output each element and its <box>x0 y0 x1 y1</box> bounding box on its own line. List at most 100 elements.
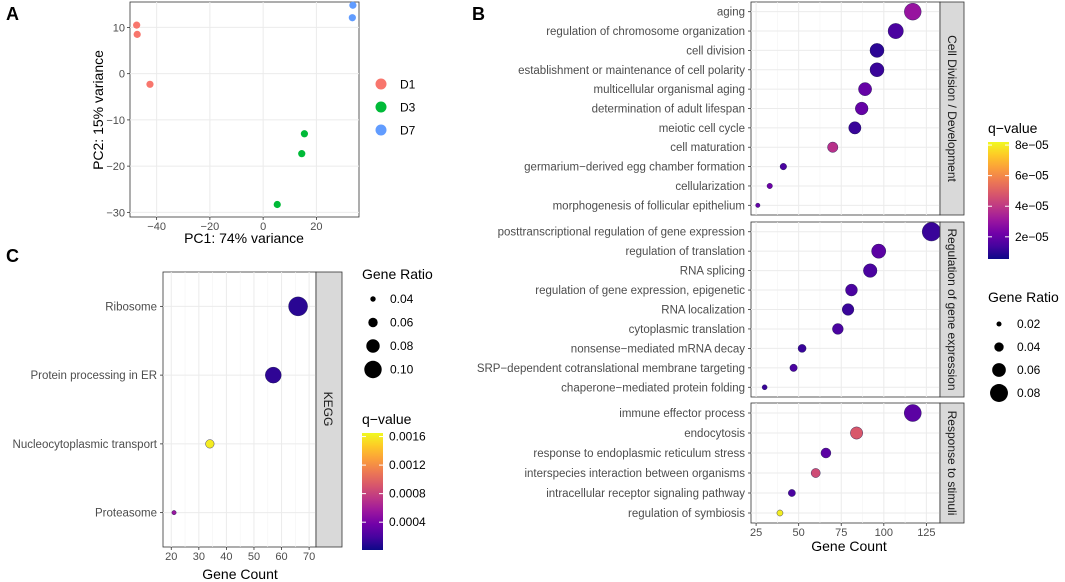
kegg-strip <box>315 271 343 548</box>
kegg-x-tick-label: 40 <box>220 551 232 563</box>
go-qvalue-tick-label: 4e−05 <box>1015 199 1049 213</box>
go-term-label: SRP−dependent cotranslational membrane t… <box>477 363 745 375</box>
go-term-point <box>869 62 885 78</box>
go-facet-strip-label: Cell Division / Development <box>945 35 959 182</box>
kegg-term-point <box>288 296 308 317</box>
go-qvalue-legend-title: q−value <box>988 120 1038 136</box>
go-term-point <box>779 163 787 171</box>
kegg-enrichment-plot: 20 30 40 50 60 70 Ribosome Protein processing i… <box>13 266 433 582</box>
go-term-point <box>869 43 885 58</box>
go-term-label: cell maturation <box>670 142 745 154</box>
pca-point-d1 <box>146 80 154 88</box>
go-term-point <box>922 222 941 242</box>
kegg-term-label: Nucleocytoplasmic transport <box>13 439 158 451</box>
go-term-label: cytoplasmic translation <box>629 324 745 336</box>
pca-y-tick-label: 0 <box>119 69 125 81</box>
go-generatio-key <box>990 384 1008 402</box>
pca-gridlines <box>130 2 359 217</box>
go-term-label: meiotic cell cycle <box>659 123 745 135</box>
kegg-qvalue-legend-title: q−value <box>362 411 412 427</box>
go-term-point <box>789 363 798 372</box>
go-x-tick-label: 50 <box>793 527 805 539</box>
go-term-label: aging <box>717 7 745 19</box>
go-generatio-key <box>996 321 1002 327</box>
go-generatio-label: 0.08 <box>1017 386 1041 400</box>
go-term-point <box>887 23 904 39</box>
kegg-term-label: Proteasome <box>95 508 157 520</box>
pca-y-tick-label: −20 <box>106 161 125 173</box>
kegg-ticks: 20 30 40 50 60 70 Ribosome Protein processing i… <box>13 301 316 563</box>
kegg-generatio-label: 0.08 <box>390 339 414 353</box>
go-x-tick-label: 125 <box>917 527 935 539</box>
go-term-label: cell division <box>686 45 745 57</box>
go-term-label: chaperone−mediated protein folding <box>561 382 745 394</box>
go-term-label: establishment or maintenance of cell pol… <box>518 65 745 77</box>
pca-x-tick-label: 20 <box>310 221 322 233</box>
go-facet-1: aging regulation of chromosome organizati… <box>518 1 965 216</box>
go-generatio-key <box>994 342 1004 352</box>
go-term-point <box>845 283 858 297</box>
pca-point-d1 <box>133 21 141 29</box>
pca-point-d3 <box>300 130 309 138</box>
go-facets: aging regulation of chromosome organizati… <box>477 1 965 524</box>
kegg-strip-label: KEGG <box>321 392 335 427</box>
kegg-term-point <box>171 510 177 516</box>
kegg-qvalue-colorbar <box>362 433 383 550</box>
go-term-point <box>820 447 832 459</box>
go-term-point <box>755 202 761 208</box>
go-term-point <box>904 3 922 21</box>
go-facet-2: posttranscriptional regulation of gene e… <box>477 221 965 398</box>
kegg-generatio-key <box>364 360 382 379</box>
pca-y-axis-title: PC2: 15% variance <box>90 50 106 170</box>
kegg-plot-border <box>162 271 317 548</box>
pca-legend-label-d3: D3 <box>400 101 416 115</box>
go-term-point <box>810 468 821 478</box>
kegg-x-tick-label: 60 <box>275 551 287 563</box>
go-term-point <box>841 303 855 316</box>
go-term-label: RNA splicing <box>680 266 745 278</box>
go-x-ticks: 25 50 75 100 125 <box>750 523 936 539</box>
go-term-point <box>858 82 872 96</box>
pca-point-d7 <box>349 1 357 9</box>
pca-plot-border <box>129 1 360 218</box>
pca-x-tick-label: 0 <box>260 221 266 233</box>
go-term-label: intracellular receptor signaling pathway <box>546 488 745 500</box>
go-term-point <box>788 489 796 497</box>
pca-x-tick-label: −40 <box>147 221 166 233</box>
go-generatio-label: 0.04 <box>1017 340 1041 354</box>
go-generatio-label: 0.02 <box>1017 317 1041 331</box>
go-term-point <box>855 101 869 116</box>
kegg-term-point <box>265 366 282 384</box>
go-qvalue-tick-label: 6e−05 <box>1015 169 1049 183</box>
go-x-tick-label: 75 <box>835 527 847 539</box>
go-generatio-legend-title: Gene Ratio <box>988 289 1059 305</box>
go-term-point <box>850 426 863 440</box>
pca-y-tick-label: −10 <box>106 115 125 127</box>
pca-y-tick-label: −30 <box>106 207 125 219</box>
kegg-x-tick-label: 20 <box>165 551 177 563</box>
go-term-label: multicellular organismal aging <box>594 84 746 96</box>
kegg-x-axis-title: Gene Count <box>202 566 278 582</box>
go-facet-strip <box>939 221 965 398</box>
go-facet-strip-label: Regulation of gene expression <box>945 228 959 390</box>
pca-points <box>133 1 357 209</box>
kegg-qvalue-tick-label: 0.0004 <box>389 515 426 529</box>
go-term-label: determination of adult lifespan <box>592 104 745 116</box>
kegg-x-tick-label: 30 <box>193 551 205 563</box>
pca-ticks: −40 −20 0 20 −30 −20 −10 0 10 <box>106 22 322 233</box>
go-qvalue-colorbar <box>988 142 1009 259</box>
go-term-label: interspecies interaction between organis… <box>524 468 745 480</box>
kegg-qvalue-legend: q−value 0.0004 0.0008 0.0012 0.0016 <box>362 411 426 550</box>
go-facet-strip-label: Response to stimuli <box>945 411 959 516</box>
kegg-qvalue-tick-label: 0.0016 <box>389 430 426 444</box>
go-term-label: immune effector process <box>619 408 745 420</box>
pca-x-axis-title: PC1: 74% variance <box>184 230 304 246</box>
go-term-label: cellularization <box>675 181 745 193</box>
panel-label-a: A <box>6 4 19 24</box>
kegg-generatio-legend: Gene Ratio 0.04 0.06 0.08 0.10 <box>362 266 433 379</box>
go-term-label: posttranscriptional regulation of gene e… <box>498 227 745 239</box>
kegg-generatio-label: 0.10 <box>390 363 414 377</box>
go-x-tick-label: 25 <box>750 527 762 539</box>
go-generatio-label: 0.06 <box>1017 363 1041 377</box>
